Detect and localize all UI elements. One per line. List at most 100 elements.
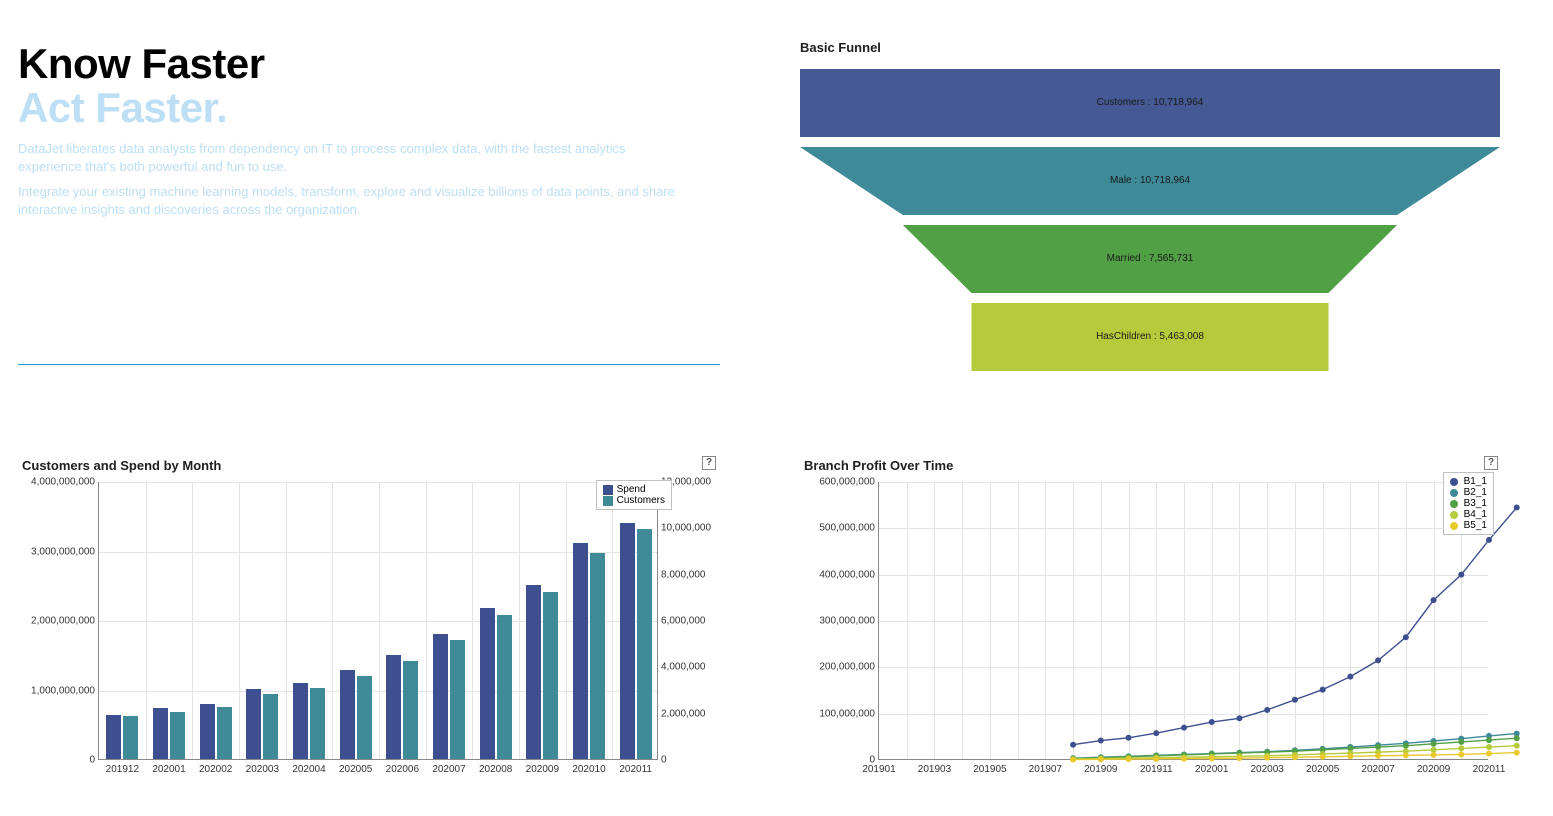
legend-item[interactable]: Customers: [603, 495, 665, 506]
bar-group[interactable]: [480, 608, 512, 760]
bar-group[interactable]: [573, 543, 605, 759]
line-marker[interactable]: [1236, 715, 1242, 721]
linechart-y-tick: 300,000,000: [801, 616, 875, 627]
bar[interactable]: [293, 683, 308, 759]
line-marker[interactable]: [1153, 730, 1159, 736]
bar[interactable]: [386, 655, 401, 759]
funnel-stage[interactable]: HasChildren : 5,463,008: [800, 303, 1500, 371]
bar-group[interactable]: [433, 634, 465, 759]
funnel-stage[interactable]: Male : 10,718,964: [800, 147, 1500, 215]
funnel-stage[interactable]: Customers : 10,718,964: [800, 69, 1500, 137]
line-marker[interactable]: [1209, 719, 1215, 725]
line-marker[interactable]: [1514, 743, 1520, 749]
linechart-x-tick: 202011: [1473, 764, 1506, 775]
legend-item[interactable]: B5_1: [1450, 520, 1487, 531]
line-marker[interactable]: [1514, 750, 1520, 756]
funnel-chart[interactable]: Customers : 10,718,964 Male : 10,718,964 M…: [800, 69, 1500, 389]
bar[interactable]: [246, 689, 261, 759]
legend-item[interactable]: Spend: [603, 484, 665, 495]
line-marker[interactable]: [1320, 754, 1326, 760]
bar-group[interactable]: [246, 689, 278, 759]
line-marker[interactable]: [1431, 597, 1437, 603]
bar-group[interactable]: [526, 585, 558, 759]
bar[interactable]: [590, 553, 605, 759]
line-marker[interactable]: [1458, 572, 1464, 578]
line-marker[interactable]: [1181, 756, 1187, 762]
line-marker[interactable]: [1264, 707, 1270, 713]
bar-group[interactable]: [386, 655, 418, 759]
line-marker[interactable]: [1486, 737, 1492, 743]
bar[interactable]: [106, 715, 121, 759]
legend-item[interactable]: B1_1: [1450, 476, 1487, 487]
bar[interactable]: [357, 676, 372, 759]
line-marker[interactable]: [1403, 634, 1409, 640]
line-marker[interactable]: [1347, 753, 1353, 759]
line-marker[interactable]: [1347, 674, 1353, 680]
line-marker[interactable]: [1070, 757, 1076, 763]
line-marker[interactable]: [1070, 742, 1076, 748]
bar[interactable]: [480, 608, 495, 760]
line-marker[interactable]: [1458, 745, 1464, 751]
line-marker[interactable]: [1181, 725, 1187, 731]
line-marker[interactable]: [1236, 755, 1242, 761]
bar-group[interactable]: [153, 708, 185, 759]
line-marker[interactable]: [1403, 743, 1409, 749]
line-marker[interactable]: [1403, 752, 1409, 758]
bar[interactable]: [217, 707, 232, 759]
bar[interactable]: [263, 694, 278, 759]
line-marker[interactable]: [1375, 657, 1381, 663]
line-marker[interactable]: [1514, 735, 1520, 741]
bar[interactable]: [310, 688, 325, 759]
legend-item[interactable]: B2_1: [1450, 487, 1487, 498]
bar-group[interactable]: [620, 523, 652, 759]
funnel-stage-label: Customers : 10,718,964: [800, 97, 1500, 108]
line-marker[interactable]: [1486, 751, 1492, 757]
legend-item[interactable]: B3_1: [1450, 498, 1487, 509]
barchart-plot[interactable]: 01,000,000,0002,000,000,0003,000,000,000…: [98, 482, 658, 760]
line-marker[interactable]: [1292, 754, 1298, 760]
line-marker[interactable]: [1486, 537, 1492, 543]
bar[interactable]: [403, 661, 418, 759]
line-marker[interactable]: [1458, 751, 1464, 757]
line-marker[interactable]: [1458, 739, 1464, 745]
bar-group[interactable]: [293, 683, 325, 759]
line-marker[interactable]: [1098, 756, 1104, 762]
line-marker[interactable]: [1126, 735, 1132, 741]
bar-group[interactable]: [340, 670, 372, 759]
line-marker[interactable]: [1431, 741, 1437, 747]
funnel-stage[interactable]: Married : 7,565,731: [800, 225, 1500, 293]
legend-swatch: [1450, 522, 1458, 530]
legend-item[interactable]: B4_1: [1450, 509, 1487, 520]
line-marker[interactable]: [1486, 744, 1492, 750]
bar[interactable]: [153, 708, 168, 759]
bar[interactable]: [340, 670, 355, 759]
bar-group[interactable]: [200, 704, 232, 759]
line-marker[interactable]: [1320, 687, 1326, 693]
bar[interactable]: [620, 523, 635, 759]
bar[interactable]: [573, 543, 588, 759]
bar[interactable]: [543, 592, 558, 759]
line-marker[interactable]: [1292, 697, 1298, 703]
line-marker[interactable]: [1153, 756, 1159, 762]
line-marker[interactable]: [1209, 755, 1215, 761]
line-marker[interactable]: [1264, 755, 1270, 761]
line-marker[interactable]: [1514, 504, 1520, 510]
line-marker[interactable]: [1375, 753, 1381, 759]
help-icon[interactable]: ?: [1484, 456, 1498, 470]
bar[interactable]: [123, 716, 138, 759]
line-marker[interactable]: [1098, 738, 1104, 744]
bar[interactable]: [200, 704, 215, 759]
bar[interactable]: [497, 615, 512, 759]
linechart-y-tick: 200,000,000: [801, 662, 875, 673]
bar[interactable]: [433, 634, 448, 759]
bar[interactable]: [526, 585, 541, 759]
bar[interactable]: [450, 640, 465, 759]
help-icon[interactable]: ?: [702, 456, 716, 470]
line-series[interactable]: [1073, 507, 1517, 744]
line-marker[interactable]: [1126, 756, 1132, 762]
line-marker[interactable]: [1431, 752, 1437, 758]
bar[interactable]: [170, 712, 185, 759]
bar-group[interactable]: [106, 715, 138, 759]
linechart-plot[interactable]: 0100,000,000200,000,000300,000,000400,00…: [878, 482, 1488, 760]
bar[interactable]: [637, 529, 652, 760]
